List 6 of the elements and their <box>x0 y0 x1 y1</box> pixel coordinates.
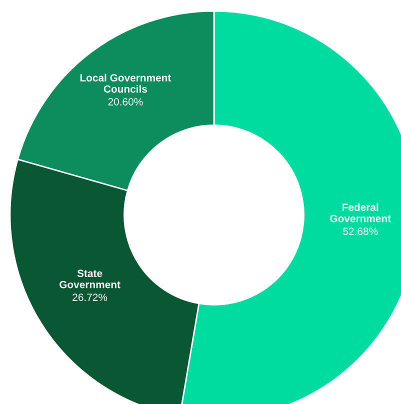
slice-label: State Government <box>60 270 120 288</box>
data-label: 52.68% <box>343 228 378 236</box>
slice-label: Federal Government <box>330 203 391 222</box>
data-label: 26.72% <box>72 294 108 302</box>
slice-label: Local Government Councils <box>80 74 172 93</box>
data-label: 20.60% <box>108 98 143 106</box>
